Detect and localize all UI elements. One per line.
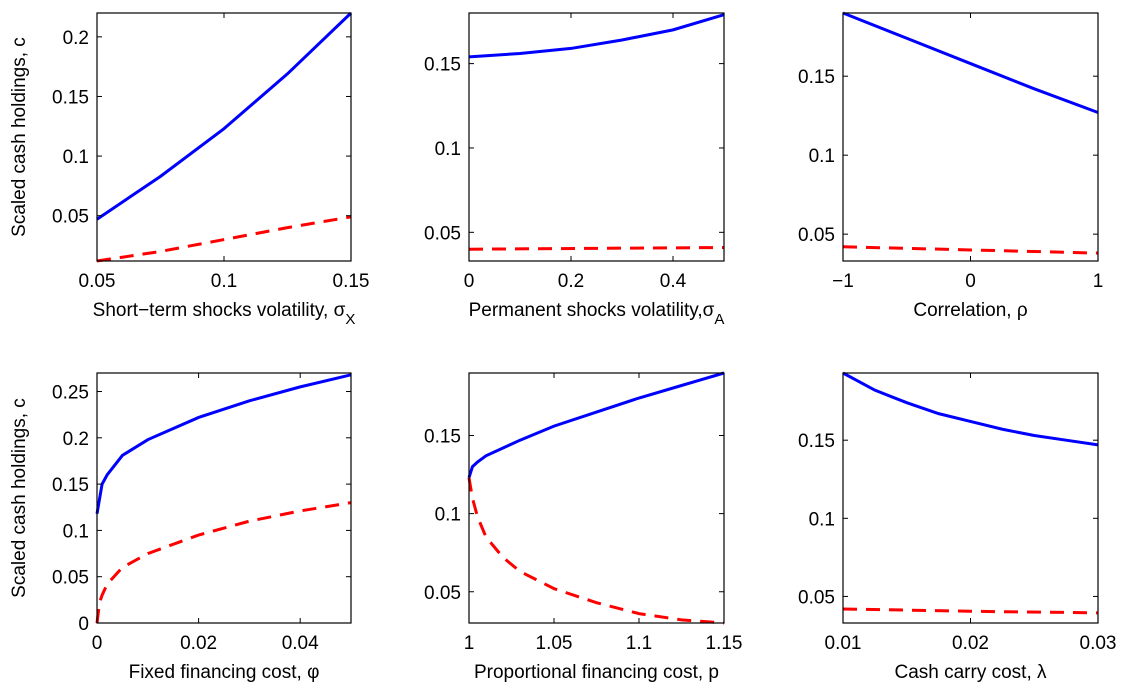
series-line-solid (95, 373, 352, 514)
y-tick-label: 0.1 (809, 146, 835, 167)
axes-frame (842, 12, 1099, 262)
y-axis-label: Scaled cash holdings, c (9, 37, 30, 237)
subplot-6: 0.01 0.02 0.03 0.05 0.1 0.15 Cash carry cost, … (798, 371, 1117, 683)
y-tick-label: 0.15 (424, 55, 461, 76)
x-tick-label: 0.04 (282, 633, 319, 654)
subplot-3: −1 0 1 0.05 0.1 0.15 Correlation, ρ (798, 11, 1104, 321)
x-axis-label-symbol: σ (334, 300, 346, 321)
x-tick-label: 0.2 (558, 271, 584, 292)
series-line-solid (468, 13, 725, 59)
axes-frame (96, 372, 352, 624)
x-axis-label-symbol: φ (307, 662, 319, 683)
x-tick-label: 0.4 (660, 271, 687, 292)
y-tick-label: 0.05 (52, 568, 89, 589)
x-axis-label-text: Cash carry cost, (894, 662, 1037, 683)
series-line-dashed (842, 607, 1099, 615)
x-axis-label: Short−term shocks volatility, σX (93, 300, 356, 328)
y-tick-label: 0.2 (63, 28, 89, 49)
y-tick-label: 0.1 (63, 147, 89, 168)
series-line-dashed (95, 501, 352, 624)
axes-frame (468, 12, 725, 262)
x-tick-label: 0.05 (79, 271, 116, 292)
x-tick-label: 0 (965, 271, 976, 292)
y-axis-label: Scaled cash holdings, c (9, 398, 30, 598)
y-tick-label: 0.15 (798, 431, 835, 452)
y-tick-label: 0.05 (424, 223, 461, 244)
subplot-2: 0 0.2 0.4 0.05 0.1 0.15 Permanent shocks volat… (424, 12, 725, 328)
x-axis-label-symbol: λ (1037, 662, 1047, 683)
x-axis-label-text: Correlation, (913, 300, 1017, 321)
x-axis-label-text: Permanent shocks volatility, (469, 300, 703, 321)
y-tick-label: 0.1 (63, 521, 89, 542)
y-tick-label: 0.05 (52, 207, 89, 228)
y-tick-label: 0.15 (424, 427, 461, 448)
x-axis-label-subscript: X (345, 311, 355, 328)
subplot-5: 1 1.05 1.1 1.15 0.05 0.1 0.15 Proportional fina… (424, 371, 743, 683)
series-line-solid (467, 371, 725, 479)
axes-frame (842, 372, 1099, 624)
y-tick-label: 0.1 (809, 509, 835, 530)
y-tick-label: 0.05 (424, 583, 461, 604)
y-tick-label: 0.25 (52, 383, 89, 404)
y-tick-label: 0.15 (798, 67, 835, 88)
x-axis-label-text: Short−term shocks volatility, (93, 300, 334, 321)
x-tick-label: 0.02 (180, 633, 217, 654)
x-axis-label: Cash carry cost, λ (894, 662, 1047, 683)
series-line-dashed (96, 215, 352, 263)
y-tick-label: 0.15 (52, 475, 89, 496)
x-tick-label: 0.01 (825, 633, 862, 654)
x-tick-label: 0.03 (1080, 633, 1117, 654)
x-axis-label: Correlation, ρ (913, 300, 1028, 321)
subplot-1: 0.05 0.1 0.15 0.05 0.1 0.15 0.2 Short−term shoc… (9, 11, 370, 328)
x-tick-label: 0.02 (952, 633, 989, 654)
x-tick-label: 0.15 (333, 271, 370, 292)
x-axis-label-symbol: σ (703, 300, 715, 321)
x-tick-label: 0.1 (211, 271, 237, 292)
x-tick-label: −1 (832, 271, 854, 292)
series-line-dashed (467, 477, 725, 625)
x-tick-label: 1 (464, 633, 475, 654)
y-tick-label: 0.05 (798, 587, 835, 608)
x-axis-label-text: Proportional financing cost, p (474, 662, 719, 683)
x-axis-label-subscript: A (714, 311, 724, 328)
y-tick-label: 0.2 (63, 429, 89, 450)
x-tick-label: 1.15 (706, 633, 743, 654)
series-line-solid (842, 371, 1099, 447)
x-axis-label-symbol: ρ (1017, 300, 1028, 321)
series-line-dashed (468, 246, 725, 251)
y-tick-label: 0 (78, 614, 89, 635)
series-line-solid (842, 11, 1099, 114)
x-axis-label: Proportional financing cost, p (474, 662, 719, 683)
subplot-4: 0 0.02 0.04 0 0.05 0.1 0.15 0.2 0.25 Fixed financ… (9, 372, 352, 683)
x-axis-label: Fixed financing cost, φ (129, 662, 320, 683)
x-tick-label: 1.05 (536, 633, 573, 654)
series-line-solid (96, 11, 353, 221)
y-tick-label: 0.15 (52, 87, 89, 108)
series-line-dashed (842, 245, 1099, 255)
y-tick-label: 0.1 (435, 505, 461, 526)
x-tick-label: 1.1 (626, 633, 652, 654)
x-tick-label: 0 (92, 633, 103, 654)
x-tick-label: 1 (1093, 271, 1104, 292)
x-tick-label: 0 (464, 271, 475, 292)
y-tick-label: 0.05 (798, 225, 835, 246)
x-axis-label-text: Fixed financing cost, (129, 662, 307, 683)
y-tick-label: 0.1 (435, 139, 461, 160)
x-axis-label: Permanent shocks volatility,σA (469, 300, 725, 328)
axes-frame (468, 372, 725, 624)
